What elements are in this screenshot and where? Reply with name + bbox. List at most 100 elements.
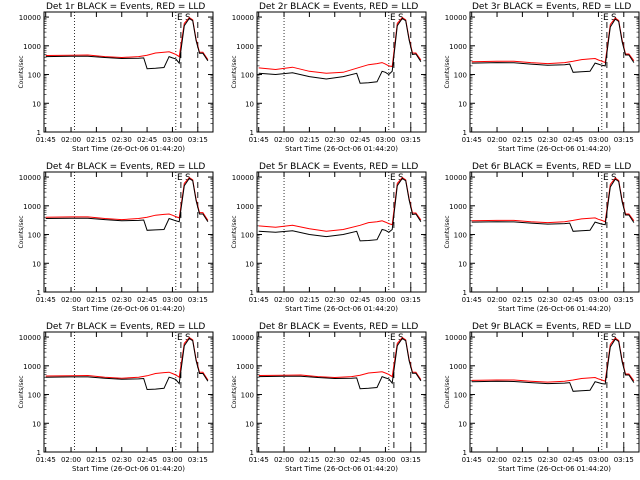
panel-det-8: Det 8r BLACK = Events, RED = LLD 1 10 100 10…	[231, 322, 427, 473]
x-tick-label: 03:15	[401, 136, 421, 144]
y-tick-label: 1	[250, 289, 254, 297]
annotation-s: S	[611, 13, 617, 23]
plot-frame	[469, 331, 640, 453]
x-tick-label: 02:30	[538, 136, 558, 144]
x-axis-label: Start Time (26-Oct-06 01:44:20)	[72, 145, 185, 153]
y-tick-label: 10	[458, 420, 467, 428]
x-tick-label: 02:45	[137, 456, 157, 464]
y-tick-label: 10	[32, 100, 41, 108]
y-tick-label: 10000	[19, 174, 41, 182]
panel-title: Det 4r BLACK = Events, RED = LLD	[46, 162, 205, 172]
y-tick-label: 100	[28, 72, 41, 80]
x-tick-label: 02:30	[325, 456, 345, 464]
series-lld-line	[258, 17, 422, 74]
x-tick-label: 02:45	[563, 296, 583, 304]
y-tick-label: 1000	[449, 203, 467, 211]
series-lld-line	[471, 177, 635, 224]
panel-title: Det 8r BLACK = Events, RED = LLD	[259, 322, 418, 332]
y-tick-label: 10000	[19, 14, 41, 22]
x-tick-label: 03:00	[588, 136, 608, 144]
annotation-s: S	[185, 173, 191, 183]
x-axis-label: Start Time (26-Oct-06 01:44:20)	[72, 465, 185, 473]
y-tick-label: 1	[463, 129, 467, 137]
x-tick-label: 03:00	[375, 456, 395, 464]
panel-title: Det 5r BLACK = Events, RED = LLD	[259, 162, 418, 172]
x-tick-label: 02:15	[86, 136, 106, 144]
series-events-line	[45, 17, 209, 70]
x-tick-label: 02:45	[563, 456, 583, 464]
annotation-s: S	[611, 333, 617, 343]
annotation-e: E	[603, 13, 609, 23]
series-events-line	[258, 337, 422, 390]
x-tick-label: 02:15	[512, 136, 532, 144]
y-tick-label: 10000	[19, 334, 41, 342]
series-lld-line	[258, 177, 422, 232]
x-tick-label: 02:00	[274, 296, 294, 304]
x-tick-label: 01:45	[249, 296, 269, 304]
x-tick-label: 02:45	[563, 136, 583, 144]
y-axis-label: Counts/sec	[231, 215, 238, 248]
plot-frame	[256, 11, 427, 133]
panel-title: Det 7r BLACK = Events, RED = LLD	[46, 322, 205, 332]
x-tick-label: 03:15	[188, 456, 208, 464]
x-tick-label: 02:00	[487, 296, 507, 304]
annotation-s: S	[398, 333, 404, 343]
x-tick-label: 03:00	[588, 456, 608, 464]
panel-det-2: Det 2r BLACK = Events, RED = LLD 1 10 100 10…	[231, 2, 427, 153]
x-tick-label: 01:45	[36, 456, 56, 464]
y-axis-label: Counts/sec	[18, 375, 25, 408]
x-tick-label: 02:15	[299, 456, 319, 464]
y-tick-label: 1000	[236, 43, 254, 51]
x-tick-label: 01:45	[462, 136, 482, 144]
series-lld-line	[471, 17, 635, 65]
panel-title: Det 1r BLACK = Events, RED = LLD	[46, 2, 205, 12]
x-tick-label: 02:15	[299, 136, 319, 144]
y-tick-label: 10000	[445, 14, 467, 22]
y-tick-label: 1	[37, 289, 41, 297]
x-tick-label: 01:45	[249, 136, 269, 144]
annotation-s: S	[185, 13, 191, 23]
x-tick-label: 03:15	[614, 136, 634, 144]
annotation-e: E	[390, 13, 396, 23]
x-axis-label: Start Time (26-Oct-06 01:44:20)	[285, 305, 398, 313]
annotation-e: E	[390, 333, 396, 343]
panel-det-5: Det 5r BLACK = Events, RED = LLD 1 10 100 10…	[231, 162, 427, 313]
x-tick-label: 03:15	[614, 296, 634, 304]
y-axis-label: Counts/sec	[18, 55, 25, 88]
series-events-line	[258, 17, 422, 84]
y-tick-label: 1	[250, 129, 254, 137]
y-tick-label: 10000	[445, 174, 467, 182]
x-tick-label: 02:30	[325, 296, 345, 304]
panel-det-4: Det 4r BLACK = Events, RED = LLD 1 10 100 10…	[18, 162, 214, 313]
y-tick-label: 100	[28, 232, 41, 240]
x-tick-label: 03:00	[375, 136, 395, 144]
series-events-line	[45, 177, 209, 231]
x-tick-label: 01:45	[36, 136, 56, 144]
annotation-e: E	[603, 173, 609, 183]
y-tick-label: 1	[463, 289, 467, 297]
x-tick-label: 01:45	[36, 296, 56, 304]
y-axis-label: Counts/sec	[444, 375, 451, 408]
annotation-e: E	[177, 13, 183, 23]
y-axis-label: Counts/sec	[18, 215, 25, 248]
x-tick-label: 03:00	[162, 296, 182, 304]
x-tick-label: 03:00	[162, 136, 182, 144]
x-tick-label: 02:45	[137, 136, 157, 144]
x-tick-label: 02:15	[512, 296, 532, 304]
x-tick-label: 02:45	[350, 296, 370, 304]
y-tick-label: 1	[250, 449, 254, 457]
x-tick-label: 02:45	[350, 136, 370, 144]
y-tick-label: 1000	[236, 203, 254, 211]
y-tick-label: 1	[463, 449, 467, 457]
series-events-line	[45, 337, 209, 391]
y-tick-label: 100	[241, 392, 254, 400]
plot-frame	[256, 331, 427, 453]
panel-title: Det 9r BLACK = Events, RED = LLD	[472, 322, 631, 332]
annotation-s: S	[398, 13, 404, 23]
x-tick-label: 02:15	[512, 456, 532, 464]
x-tick-label: 02:45	[137, 296, 157, 304]
x-axis-label: Start Time (26-Oct-06 01:44:20)	[285, 145, 398, 153]
x-axis-label: Start Time (26-Oct-06 01:44:20)	[498, 465, 611, 473]
y-tick-label: 1000	[236, 363, 254, 371]
x-tick-label: 03:00	[588, 296, 608, 304]
